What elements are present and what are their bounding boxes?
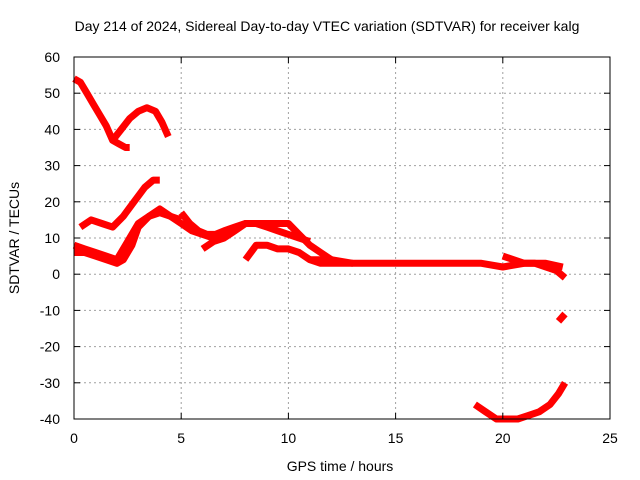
series-layer <box>72 75 569 423</box>
series-arc-10 <box>501 252 568 281</box>
y-tick-label: 0 <box>52 266 60 282</box>
series-arc-5 <box>74 205 183 267</box>
y-tick-label: -30 <box>40 375 60 391</box>
x-tick-label: 0 <box>70 430 78 446</box>
series-arc-2 <box>109 104 172 143</box>
y-tick-label: 30 <box>44 158 60 174</box>
series-arc-12 <box>472 381 569 423</box>
y-tick-label: 20 <box>44 194 60 210</box>
series-arc-3 <box>78 176 160 231</box>
series-arc-1 <box>72 75 130 151</box>
y-axis: -40 -30 -20 -10 0 10 20 30 40 50 60 <box>40 49 610 427</box>
y-tick-label: -40 <box>40 411 60 427</box>
y-tick-label: 60 <box>44 49 60 65</box>
x-tick-label: 10 <box>281 430 297 446</box>
y-tick-label: -10 <box>40 302 60 318</box>
y-tick-label: 40 <box>44 121 60 137</box>
chart-title: Day 214 of 2024, Sidereal Day-to-day VTE… <box>75 18 580 34</box>
y-axis-label: SDTVAR / TECUs <box>6 182 22 294</box>
x-tick-label: 5 <box>177 430 185 446</box>
x-tick-label: 25 <box>602 430 618 446</box>
series-arc-7 <box>200 220 334 263</box>
x-axis-label: GPS time / hours <box>287 458 394 474</box>
y-tick-label: 10 <box>44 230 60 246</box>
x-axis: 0 5 10 15 20 25 <box>70 57 618 446</box>
series-arc-11 <box>555 311 568 324</box>
grid <box>74 57 610 419</box>
y-tick-label: 50 <box>44 85 60 101</box>
x-tick-label: 20 <box>495 430 511 446</box>
x-tick-label: 15 <box>388 430 404 446</box>
y-tick-label: -20 <box>40 339 60 355</box>
